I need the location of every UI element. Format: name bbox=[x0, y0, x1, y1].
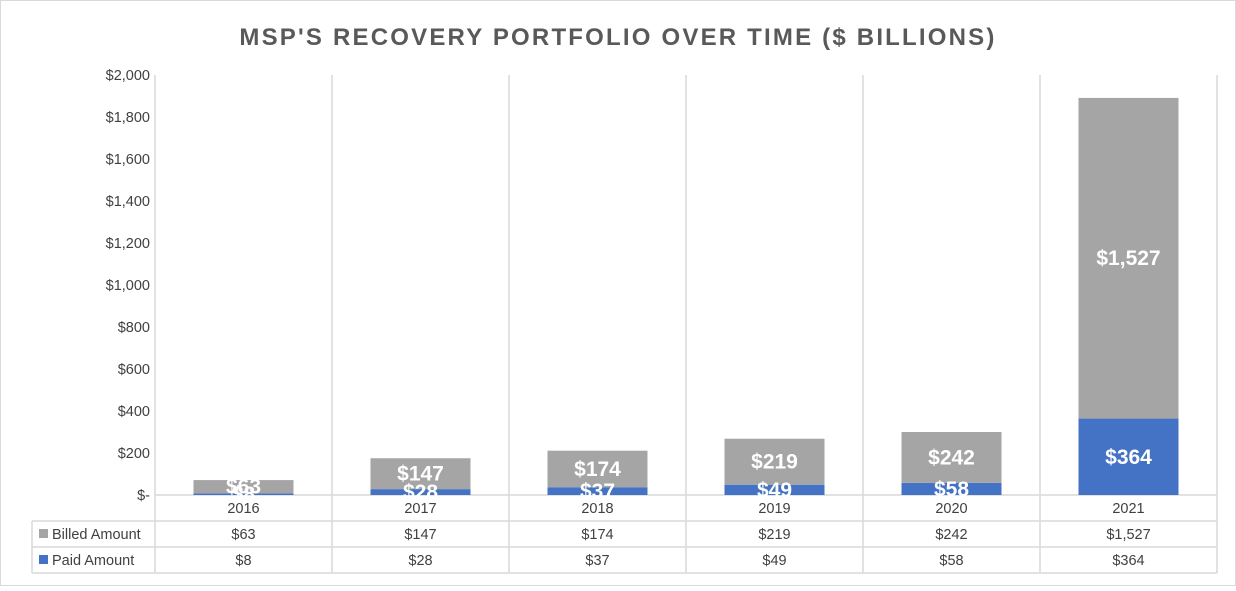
y-tick-label: $1,600 bbox=[106, 152, 150, 168]
y-tick-label: $800 bbox=[118, 320, 150, 336]
legend-row-label: Billed Amount bbox=[52, 527, 141, 543]
table-cell: $364 bbox=[1112, 553, 1144, 569]
data-label-billed: $63 bbox=[226, 476, 261, 499]
legend-row-label: Paid Amount bbox=[52, 553, 134, 569]
category-label: 2018 bbox=[581, 501, 613, 517]
table-cell: $49 bbox=[762, 553, 786, 569]
bar-paid-amount bbox=[901, 482, 1002, 495]
data-label-billed: $174 bbox=[574, 458, 621, 481]
data-label-paid: $37 bbox=[580, 480, 615, 503]
y-tick-label: $200 bbox=[118, 446, 150, 462]
data-label-paid: $28 bbox=[403, 481, 438, 504]
table-cell: $242 bbox=[935, 527, 967, 543]
table-cell: $28 bbox=[408, 553, 432, 569]
table-cell: $58 bbox=[939, 553, 963, 569]
category-label: 2019 bbox=[758, 501, 790, 517]
data-labels: $63$8 $147$28 $174$37 $219 $49 $242 $58 $1,527 $… bbox=[226, 247, 1161, 506]
bar-billed-amount bbox=[901, 432, 1002, 483]
table-cell: $37 bbox=[585, 553, 609, 569]
y-tick-label: $1,800 bbox=[106, 110, 150, 126]
category-label: 2017 bbox=[404, 501, 436, 517]
bar-paid-amount bbox=[547, 487, 648, 495]
data-label-paid: $8 bbox=[232, 483, 256, 506]
data-label-billed: $219 bbox=[751, 451, 798, 474]
y-tick-label: $600 bbox=[118, 362, 150, 378]
data-label-billed: $1,527 bbox=[1096, 247, 1160, 270]
table-cell: $1,527 bbox=[1106, 527, 1150, 543]
bar-billed-amount bbox=[724, 438, 825, 485]
data-label-paid: $364 bbox=[1105, 446, 1152, 469]
bar-paid-amount bbox=[724, 484, 825, 495]
y-tick-label: $400 bbox=[118, 404, 150, 420]
chart-title: MSP'S RECOVERY PORTFOLIO OVER TIME ($ BI… bbox=[239, 24, 996, 51]
data-label-paid: $49 bbox=[757, 479, 792, 502]
bar-billed-amount bbox=[547, 450, 648, 488]
y-tick-label: $2,000 bbox=[106, 68, 150, 84]
bar-paid-amount bbox=[193, 493, 294, 495]
y-tick-label: $1,000 bbox=[106, 278, 150, 294]
bar-billed-amount bbox=[193, 480, 294, 494]
data-label-billed: $147 bbox=[397, 463, 444, 486]
grid bbox=[31, 75, 1218, 574]
category-label: 2021 bbox=[1112, 501, 1144, 517]
y-tick-label: $- bbox=[137, 488, 150, 504]
legend-key-swatch bbox=[39, 529, 48, 538]
data-label-billed: $242 bbox=[928, 446, 975, 469]
data-table: 2016 2017 2018 2019 2020 2021 Billed Amount $63… bbox=[39, 501, 1151, 569]
y-tick-label: $1,400 bbox=[106, 194, 150, 210]
bar-billed-amount bbox=[370, 458, 471, 490]
bars bbox=[193, 97, 1179, 495]
table-cell: $8 bbox=[235, 553, 251, 569]
table-cell: $174 bbox=[581, 527, 613, 543]
category-label: 2020 bbox=[935, 501, 967, 517]
table-cell: $147 bbox=[404, 527, 436, 543]
table-cell: $63 bbox=[231, 527, 255, 543]
legend-key-swatch bbox=[39, 555, 48, 564]
table-cell: $219 bbox=[758, 527, 790, 543]
bar-billed-amount bbox=[1078, 97, 1179, 419]
y-axis: $- $200 $400 $600 $800 $1,000 $1,200 $1,400 $1,6… bbox=[106, 68, 151, 504]
y-tick-label: $1,200 bbox=[106, 236, 150, 252]
bar-paid-amount bbox=[370, 489, 471, 495]
bar-paid-amount bbox=[1078, 418, 1179, 495]
data-label-paid: $58 bbox=[934, 478, 969, 501]
category-label: 2016 bbox=[227, 501, 259, 517]
